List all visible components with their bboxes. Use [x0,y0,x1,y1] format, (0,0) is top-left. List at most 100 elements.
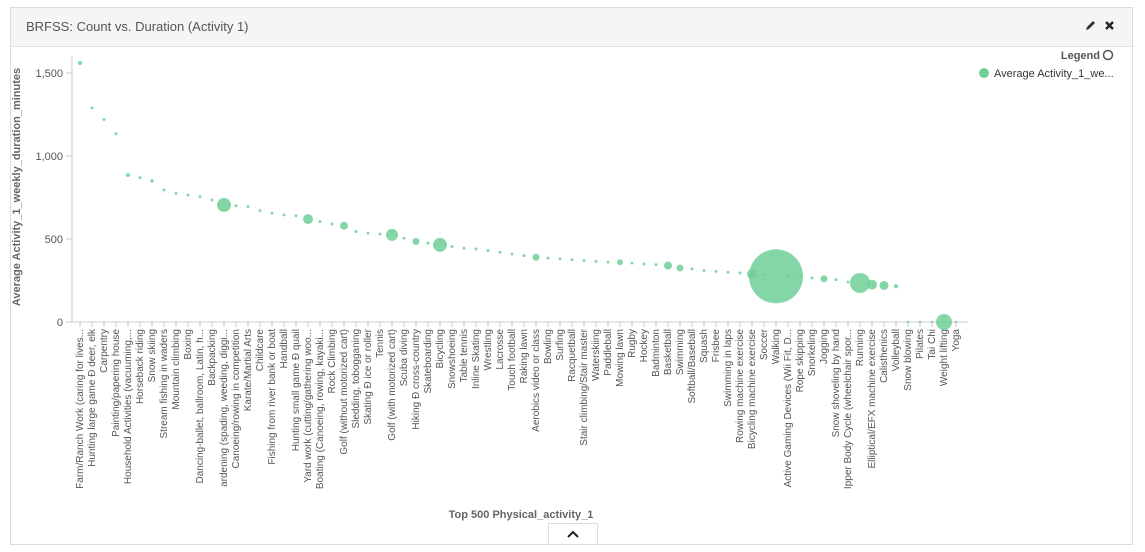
x-tick-label: Snorkeling [807,329,818,376]
x-tick-label: Household Activities (vacuuming,... [123,329,134,484]
x-tick-label: Wrestling [483,329,494,371]
legend-arrow[interactable] [1102,49,1114,61]
x-tick-label: Snow skiing [147,329,158,382]
y-axis-title: Average Activity_1_weekly_duration_minut… [11,68,23,306]
edit-icon[interactable] [1084,19,1097,32]
x-tick-label: Jogging [819,329,830,364]
x-tick-label: Farm/Ranch Work (caring for lives... [75,329,86,489]
bubble [412,237,420,246]
x-tick-label: Hunting large game Ð deer, elk [87,328,98,467]
bubble [714,269,718,273]
x-tick-label: Horseback riding [135,329,146,404]
x-tick-label: Golf (with motorized cart) [387,329,398,441]
bubble [617,259,623,266]
legend-label[interactable]: Average Activity_1_we... [994,68,1114,80]
bubble [258,209,262,213]
bubble [90,106,94,110]
x-tick-label: Stair climbing/Stair master [579,328,590,445]
x-tick-label: Hiking Ð cross-country [411,329,422,430]
bubble [867,279,877,290]
x-tick-label: Rugby [627,329,638,358]
legend-swatch [979,68,989,78]
bubble [702,269,706,273]
bubble [522,254,526,258]
x-tick-label: Mountain climbing [171,329,182,410]
x-tick-label: Pilates [915,329,926,359]
bubble [126,173,130,177]
x-tick-label: Lacrosse [495,329,506,370]
legend-title[interactable]: Legend [1061,50,1100,62]
bubble [186,193,190,197]
bubble [318,220,322,224]
bubble [102,118,106,121]
x-tick-label: Golf (without motorized cart) [339,329,350,455]
bubble [786,274,790,278]
bubble [294,214,298,218]
bubble [726,270,730,274]
x-tick-label: Squash [699,329,710,363]
x-tick-label: Basketball [663,329,674,375]
panel: BRFSS: Count vs. Duration (Activity 1) [10,7,1133,545]
bubble [546,256,550,260]
x-tick-label: Racquetball [567,329,578,382]
y-tick-label: 0 [57,317,63,329]
bubble [150,179,154,183]
x-tick-label: Snowshoeing [447,329,458,389]
y-tick-label: 500 [45,234,63,246]
x-tick-label: Rope skipping [795,329,806,392]
x-tick-label: Fishing from river bank or boat [267,329,278,465]
x-tick-label: Skateboarding [423,329,434,394]
x-tick-label: Elliptical/EFX machine exercise [867,329,878,469]
x-tick-label: Weight lifting [939,329,950,386]
x-tick-label: Rock Climbing [327,329,338,393]
x-tick-label: Yard work (cutting/gathering woo... [303,329,314,483]
bubble [282,213,286,217]
bubble [850,272,870,293]
x-tick-label: Bicycling machine exercise [747,329,758,449]
x-tick-label: Bicycling [435,329,446,368]
bubble [138,176,142,180]
x-tick-label: Paddleball [603,329,614,376]
x-tick-label: Handball [279,329,290,368]
close-icon[interactable] [1104,20,1115,31]
chevron-up [567,530,579,538]
x-tick-label: Touch football [507,329,518,391]
x-tick-label: Painting/papering house [111,329,122,437]
x-tick-label: ardening (spading, weeding, diggi... [219,329,230,487]
bubble [558,257,562,261]
x-tick-label: Aerobics video or class [531,329,542,432]
x-tick-label: Stream fishing in waders [159,329,170,439]
bubble [570,258,574,262]
x-tick-label: Softball/Baseball [687,329,698,404]
y-tick-label: 1,500 [35,68,63,80]
bubble [270,211,274,215]
bubble [930,320,934,324]
x-tick-label: Volleyball [891,329,902,371]
y-tick-label: 1,000 [35,151,63,163]
bubble [642,262,646,266]
x-tick-label: Backpacking [207,329,218,386]
x-tick-label: Tai Chi [927,329,938,360]
x-tick-label: Soccer [759,328,770,360]
bubble [217,197,231,212]
collapse-button[interactable] [548,523,598,544]
bubble [630,261,634,265]
x-tick-label: Canoeing/rowing in competition [231,329,242,469]
bubble [426,241,430,245]
bubble [162,188,166,192]
x-tick-label: Swimming [675,329,686,375]
x-tick-label: Scuba diving [399,329,410,386]
x-tick-label: Tennis [375,329,386,358]
bubble [339,221,349,230]
x-tick-label: Dancing-ballet, ballroom, Latin, h... [195,329,206,484]
bubble [174,191,178,195]
x-tick-label: Mowing lawn [615,329,626,387]
bubble [846,280,850,284]
bubble [798,275,802,279]
bubble [498,250,502,254]
x-tick-label: Snow shoveling by hand [831,329,842,437]
bubble [906,320,910,324]
x-tick-label: Running [855,329,866,366]
x-tick-label: Hunting small game Ð quail [291,329,302,451]
